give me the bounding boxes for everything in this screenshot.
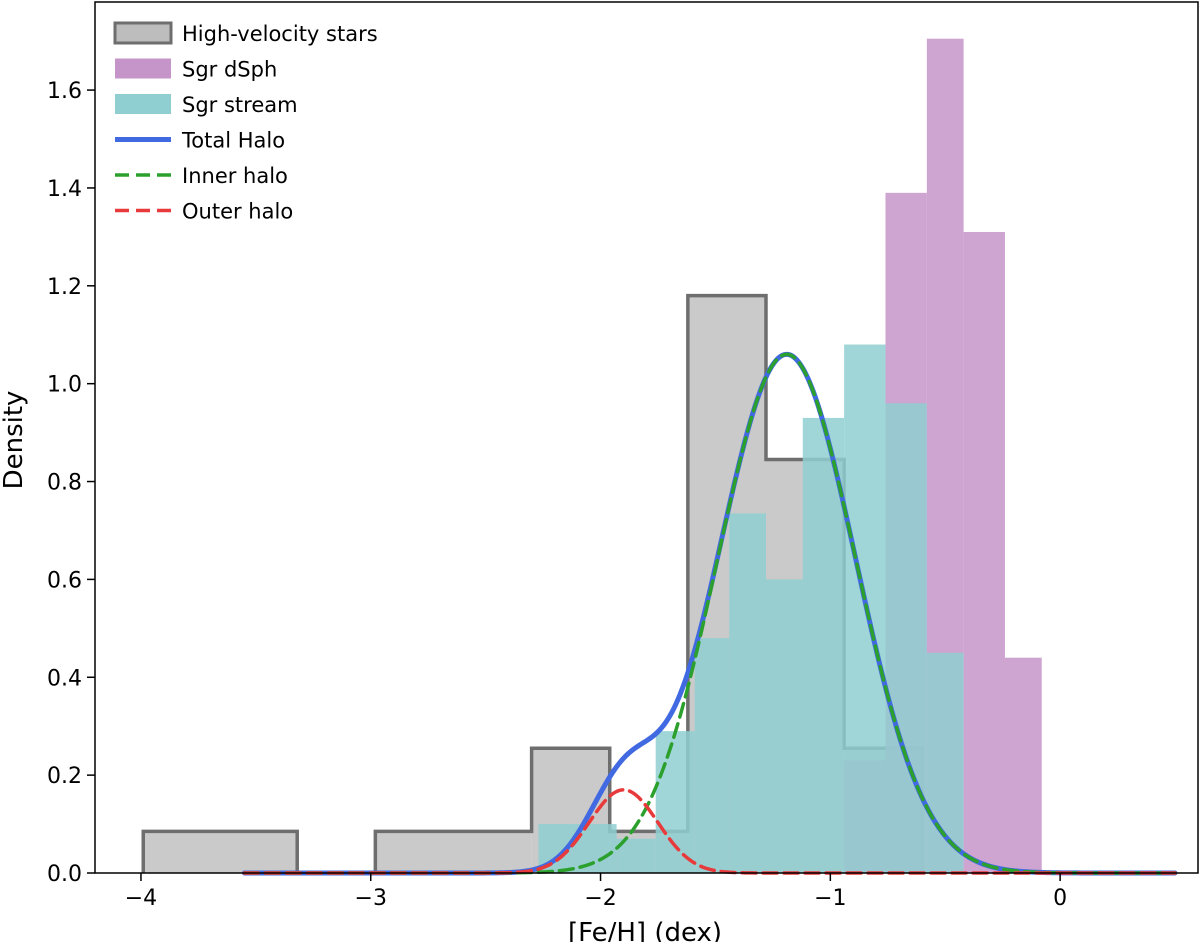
legend-label: High-velocity stars	[182, 22, 378, 46]
sgr-stream-bar	[616, 838, 656, 873]
plot-frame	[94, 1, 1199, 874]
x-tick-label: −2	[584, 886, 616, 911]
y-tick-label: 1.6	[47, 79, 82, 104]
legend-item-high-velocity-stars: High-velocity stars	[113, 21, 378, 46]
legend-label: Inner halo	[182, 164, 288, 188]
x-tick-label: −3	[355, 886, 387, 911]
y-axis-label: Density	[0, 391, 29, 490]
legend: High-velocity stars Sgr dSph Sgr stream Tot…	[113, 21, 378, 224]
sgr-stream-bar	[655, 731, 695, 873]
legend-label: Sgr dSph	[182, 58, 277, 82]
x-tick-label: −1	[814, 886, 846, 911]
sgr-dsph-bar	[1004, 657, 1042, 873]
legend-item-outer-halo: Outer halo	[115, 200, 293, 224]
x-axis-label: [Fe/H] (dex)	[568, 918, 722, 942]
legend-item-total-halo: Total Halo	[115, 129, 285, 153]
legend-label: Outer halo	[182, 200, 293, 224]
histograms-layer	[141, 38, 1042, 875]
y-tick-label: 0.8	[47, 471, 82, 496]
legend-item-sgr-dsph: Sgr dSph	[115, 58, 277, 82]
legend-label: Total Halo	[181, 129, 285, 153]
y-tick-label: 0.0	[47, 862, 82, 887]
legend-swatch-sgr-dsph	[115, 58, 171, 79]
legend-swatch-sgr-stream	[115, 94, 171, 114]
sgr-stream-bar	[802, 417, 845, 873]
legend-item-inner-halo: Inner halo	[115, 164, 288, 188]
y-tick-label: 1.4	[47, 177, 82, 202]
legend-label: Sgr stream	[182, 93, 298, 117]
sgr-dsph-bar	[963, 231, 1005, 873]
legend-swatch-high-velocity-stars	[113, 21, 173, 45]
legend-item-sgr-stream: Sgr stream	[115, 93, 298, 117]
axes-layer: −4 −3 −2 −1 0 0.0 0.2 0.4 0.6 0.8 1.0 1.2 1.4 1.6	[47, 1, 1199, 911]
sgr-stream-bar	[729, 513, 766, 873]
y-tick-label: 1.2	[47, 275, 82, 300]
y-tick-label: 0.2	[47, 764, 82, 789]
sgr-stream-bar	[694, 638, 730, 873]
y-tick-label: 1.0	[47, 373, 82, 398]
x-tick-label: 0	[1053, 886, 1067, 911]
sgr-stream-bar	[885, 403, 927, 873]
high-velocity-stars-bar	[143, 831, 298, 873]
y-tick-label: 0.4	[47, 666, 82, 691]
x-tick-label: −4	[125, 886, 157, 911]
high-velocity-stars-bar	[375, 831, 532, 873]
y-tick-label: 0.6	[47, 568, 82, 593]
sgr-stream-bar	[765, 579, 803, 873]
